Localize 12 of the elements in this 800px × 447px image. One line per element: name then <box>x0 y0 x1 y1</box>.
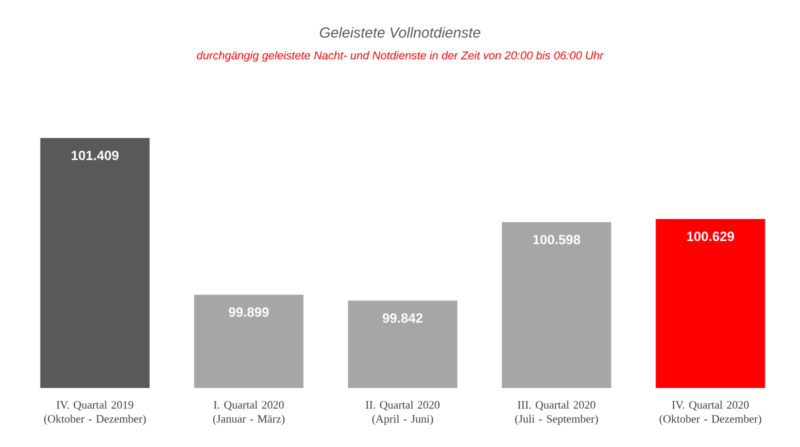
x-tick-label: I. Quartal 2020 (Januar - März) <box>213 400 284 425</box>
data-label: 99.899 <box>228 307 269 317</box>
data-label: 101.409 <box>72 150 119 160</box>
data-label: 99.842 <box>382 313 423 323</box>
x-tick-label: IV. Quartal 2020 (Oktober - Dezember) <box>660 400 762 425</box>
data-label: 100.629 <box>687 232 734 242</box>
x-tick-label: II. Quartal 2020 (April - Juni) <box>366 400 440 425</box>
data-label: 100.598 <box>533 234 580 244</box>
chart-title: Geleistete Vollnotdienste <box>320 26 480 38</box>
x-tick-label: IV. Quartal 2019 (Oktober - Dezember) <box>44 400 146 425</box>
x-tick-label: III. Quartal 2020 (Juli - September) <box>515 400 598 425</box>
chart-subtitle: durchgängig geleistete Nacht- und Notdienste in der Zeit von 20:00 bis 06:00 Uhr <box>196 51 604 62</box>
